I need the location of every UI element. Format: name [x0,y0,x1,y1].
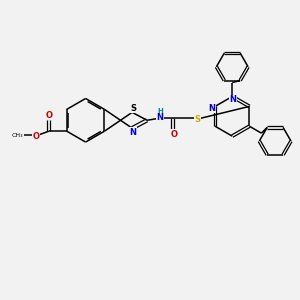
Text: H: H [157,108,163,114]
Text: S: S [130,104,136,113]
Text: S: S [195,115,201,124]
Text: N: N [156,113,164,122]
Text: O: O [45,111,52,120]
Text: N: N [230,95,237,104]
Text: O: O [32,132,40,141]
Text: CH₃: CH₃ [11,133,23,138]
Text: N: N [208,104,216,113]
Text: N: N [130,128,137,137]
Text: O: O [170,130,177,139]
